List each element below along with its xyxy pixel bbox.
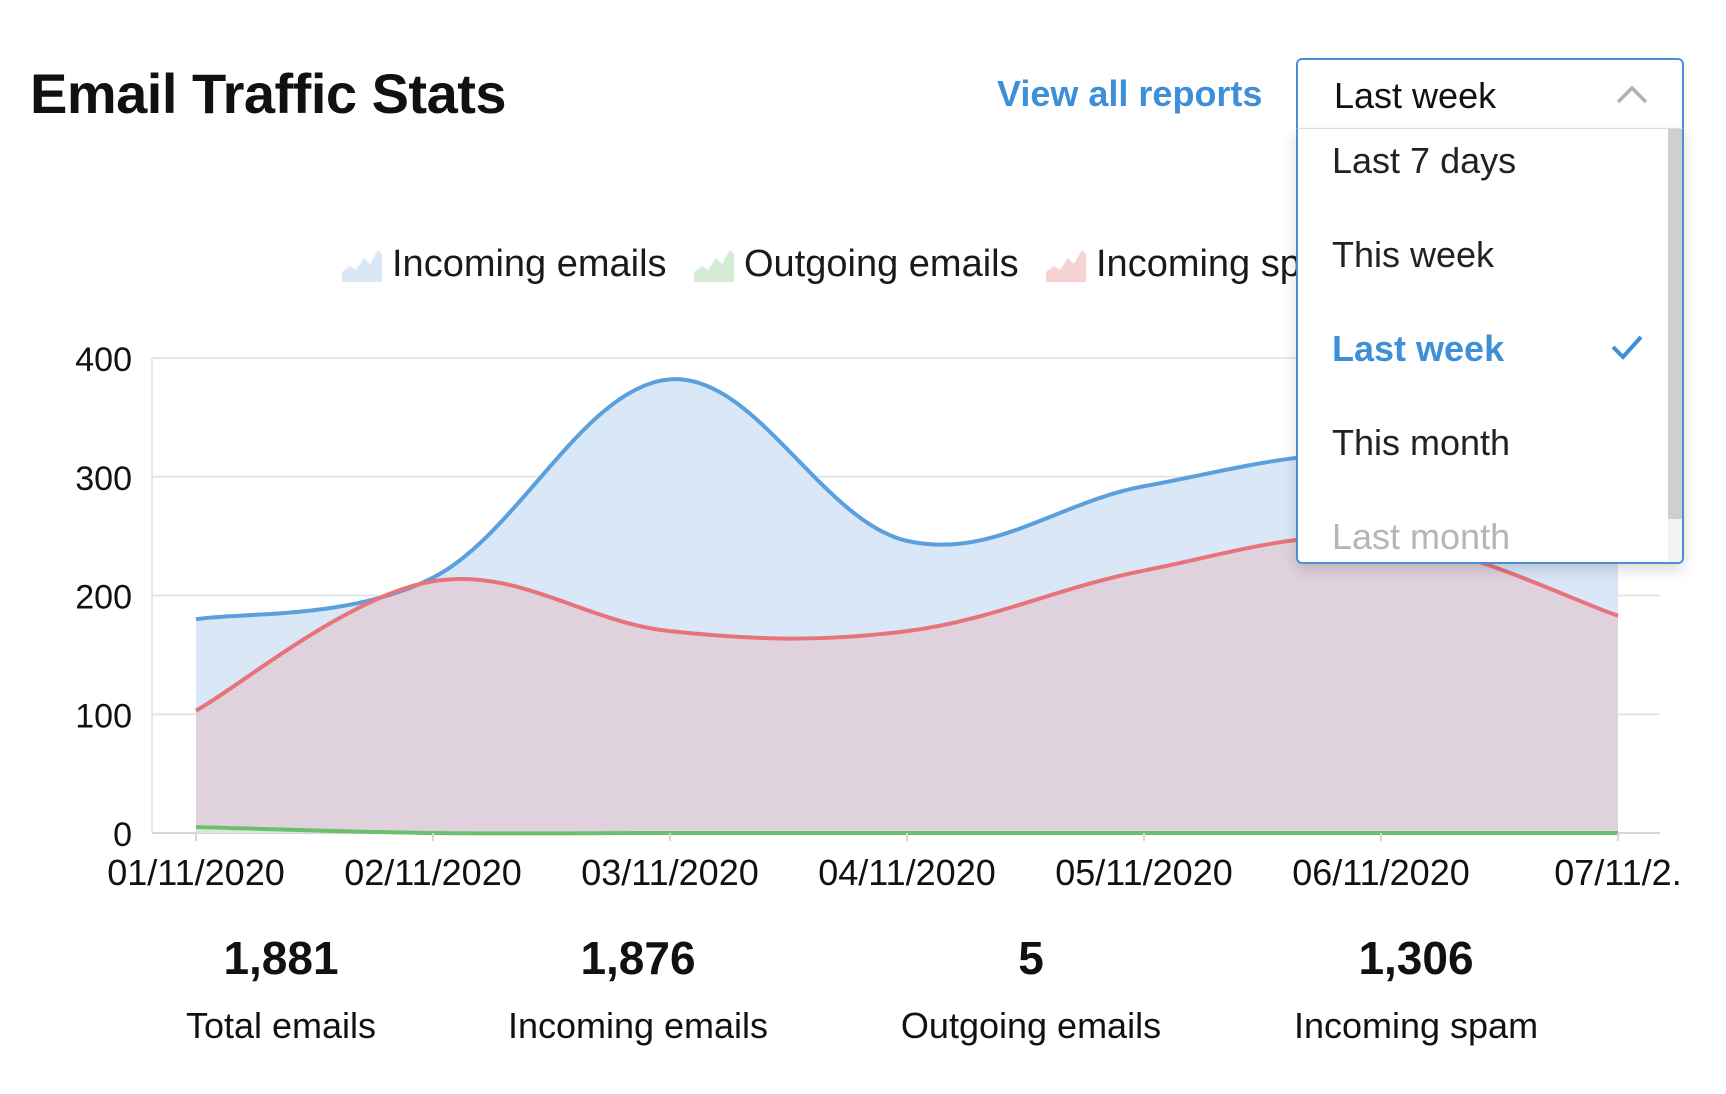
- stat-outgoing-emails-label: Outgoing emails: [900, 1005, 1162, 1046]
- view-all-reports-link[interactable]: View all reports: [997, 73, 1263, 114]
- stat-incoming-spam-label: Incoming spam: [1293, 1005, 1539, 1046]
- y-tick-label: 400: [75, 341, 132, 379]
- period-select-value: Last week: [1334, 75, 1497, 116]
- x-axis-ticks: 01/11/2020 02/11/2020 03/11/2020 04/11/2020…: [107, 833, 1682, 893]
- stat-incoming-emails-value: 1,876: [580, 932, 696, 984]
- legend-label: Incoming emails: [392, 242, 667, 285]
- dropdown-scrollbar-thumb[interactable]: [1668, 129, 1682, 519]
- stat-total-emails-label: Total emails: [185, 1005, 377, 1046]
- period-dropdown-menu: Last 7 days This week Last week This mon…: [1296, 128, 1684, 564]
- stat-incoming-emails-label: Incoming emails: [507, 1005, 769, 1046]
- legend-item-outgoing-emails[interactable]: Outgoing emails: [694, 240, 1019, 288]
- y-tick-label: 100: [75, 697, 132, 735]
- x-tick-label: 06/11/2020: [1292, 852, 1470, 893]
- chevron-up-icon[interactable]: [1616, 84, 1648, 104]
- dropdown-option-last-week[interactable]: Last week: [1332, 328, 1505, 369]
- check-icon: [1611, 335, 1643, 360]
- stat-total-emails-value: 1,881: [223, 932, 339, 984]
- y-axis-ticks: 0 100 200 300 400: [75, 341, 132, 854]
- dropdown-option-this-month[interactable]: This month: [1332, 422, 1511, 463]
- legend-item-incoming-emails[interactable]: Incoming emails: [342, 240, 667, 288]
- y-tick-label: 0: [113, 816, 132, 854]
- chart-areas: [196, 379, 1618, 834]
- x-tick-label: 03/11/2020: [581, 852, 759, 893]
- legend-label: Incoming sp: [1096, 242, 1301, 285]
- x-tick-label: 01/11/2020: [107, 852, 285, 893]
- stat-outgoing-emails-value: 5: [1018, 932, 1044, 984]
- x-tick-label: 02/11/2020: [344, 852, 522, 893]
- email-traffic-chart: 0 100 200 300 400 01/11/2020 02/11/2020 03/11/…: [75, 341, 1682, 893]
- dropdown-option-last-7-days[interactable]: Last 7 days: [1332, 140, 1517, 181]
- area-incoming-spam: [196, 536, 1618, 833]
- x-tick-label: 05/11/2020: [1055, 852, 1233, 893]
- area-chart-icon: [342, 250, 382, 282]
- dropdown-scrollbar-track[interactable]: [1668, 129, 1682, 562]
- dropdown-option-last-month[interactable]: Last month: [1332, 516, 1511, 557]
- area-chart-icon: [694, 250, 734, 282]
- y-tick-label: 300: [75, 460, 132, 498]
- area-chart-icon: [1046, 250, 1086, 282]
- page-title: Email Traffic Stats: [30, 62, 507, 125]
- stat-incoming-spam-value: 1,306: [1358, 932, 1474, 984]
- x-tick-label: 07/11/2.: [1554, 852, 1681, 893]
- period-select[interactable]: Last week: [1296, 58, 1684, 130]
- x-tick-label: 04/11/2020: [818, 852, 996, 893]
- legend-item-incoming-spam[interactable]: Incoming sp: [1046, 240, 1301, 288]
- y-tick-label: 200: [75, 579, 132, 617]
- legend-label: Outgoing emails: [744, 242, 1019, 285]
- dropdown-option-this-week[interactable]: This week: [1332, 234, 1495, 275]
